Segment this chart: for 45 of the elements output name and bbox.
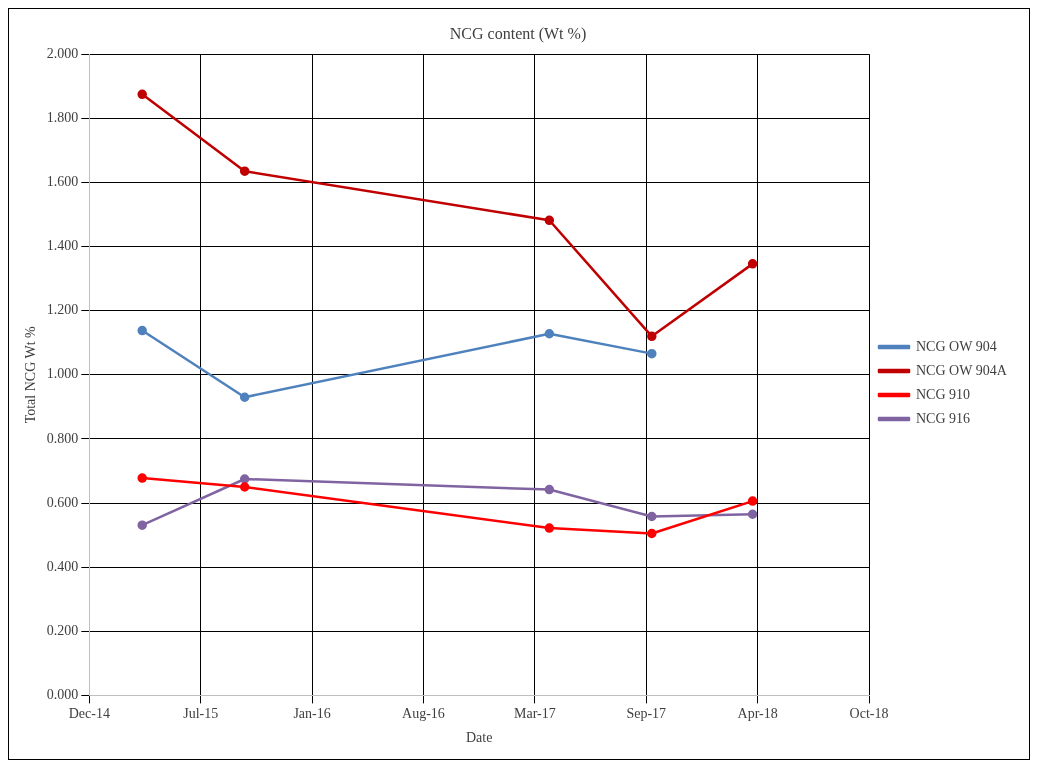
point — [747, 259, 758, 269]
y-axis-title: Total NCG Wt % — [23, 325, 39, 424]
point — [137, 325, 147, 336]
point — [544, 523, 555, 533]
y-tick-label: 0.800 — [46, 430, 79, 446]
legend-label: NCG OW 904 — [916, 338, 997, 354]
y-tick-label: 1.800 — [46, 109, 79, 125]
point — [239, 482, 250, 492]
x-tick-label: Aug-16 — [402, 706, 445, 722]
y-tick-label: 0.600 — [46, 494, 79, 510]
point — [239, 392, 250, 402]
y-tick-label: 1.000 — [46, 366, 79, 382]
point — [747, 509, 758, 520]
x-tick-label: Dec-14 — [68, 706, 110, 722]
point — [647, 331, 657, 342]
x-tick-label: Sep-17 — [626, 706, 667, 722]
x-tick-label: Oct-18 — [849, 706, 889, 722]
y-tick-label: 1.200 — [46, 302, 79, 318]
point — [544, 484, 555, 495]
x-tick-label: Mar-17 — [513, 706, 556, 722]
point — [239, 166, 250, 176]
point — [544, 215, 555, 226]
point — [647, 528, 657, 539]
legend-label: NCG 916 — [916, 410, 971, 426]
point — [137, 89, 147, 100]
point — [239, 474, 250, 484]
y-tick-label: 0.000 — [46, 687, 79, 703]
point — [544, 329, 555, 339]
chart-title: NCG content (Wt %) — [449, 24, 587, 43]
y-tick-label: 1.400 — [46, 238, 79, 254]
x-axis-title: Date — [465, 730, 493, 746]
y-tick-label: 0.200 — [46, 622, 79, 638]
x-tick-label: Jul-15 — [183, 706, 219, 722]
point — [647, 348, 657, 359]
x-tick-label: Apr-18 — [737, 706, 778, 722]
y-tick-label: 0.400 — [46, 558, 79, 574]
point — [137, 520, 147, 530]
point — [137, 473, 147, 483]
legend-label: NCG 910 — [916, 386, 971, 402]
y-tick-label: 1.600 — [46, 174, 79, 190]
point — [747, 496, 758, 506]
x-tick-label: Jan-16 — [293, 706, 331, 722]
y-tick-label: 2.000 — [46, 45, 79, 61]
legend-label: NCG OW 904A — [916, 362, 1008, 378]
point — [647, 511, 657, 522]
